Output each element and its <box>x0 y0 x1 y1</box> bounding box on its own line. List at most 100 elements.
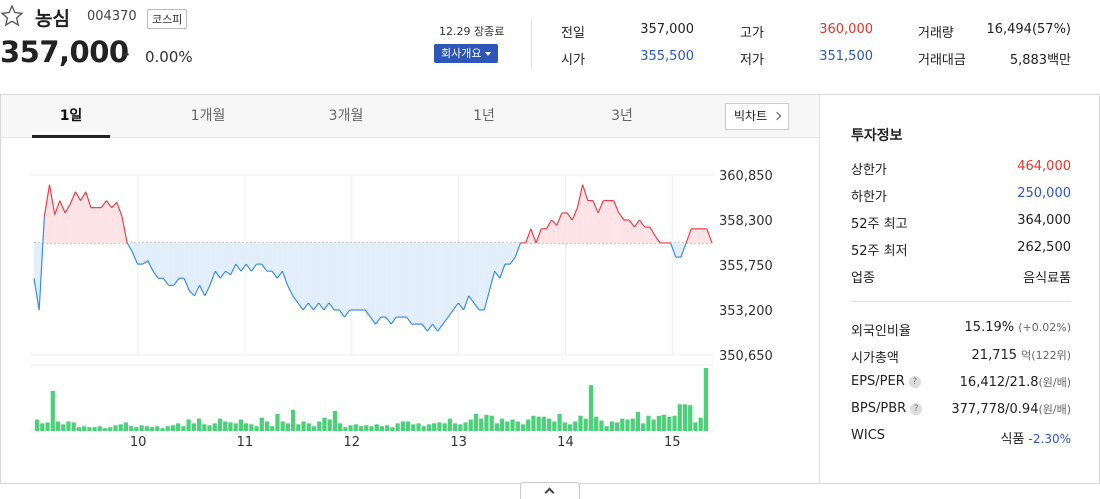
eps-per-value: 16,412/21.8 <box>959 375 1039 390</box>
tab-1-year[interactable]: 1년 <box>473 108 495 124</box>
volume-bar <box>463 422 468 431</box>
price-line-segment <box>111 201 118 209</box>
tab-3-year[interactable]: 3년 <box>611 108 633 124</box>
price-area-segment <box>189 242 195 296</box>
info-value: 식품 -2.30% <box>1000 428 1071 447</box>
tab-3-month[interactable]: 3개월 <box>328 108 364 124</box>
company-overview-label: 회사개요 <box>441 47 482 60</box>
price-area-segment <box>251 242 257 272</box>
price-area-segment <box>158 242 164 279</box>
bps-pbr-unit: (원/배) <box>1038 403 1071 416</box>
price-area-segment <box>168 242 174 286</box>
price-line-segment <box>281 270 289 286</box>
info-value: 262,500 <box>1017 240 1071 255</box>
market-cap-rank: 억(122위) <box>1021 349 1071 362</box>
collapse-button[interactable] <box>520 482 580 499</box>
volume-bar <box>369 426 374 431</box>
info-row-wics: WICS 식품 -2.30% <box>851 428 1071 448</box>
volume-bar <box>432 423 437 431</box>
price-area-segment <box>142 242 148 265</box>
volume-bar <box>296 424 301 431</box>
favorite-star-icon[interactable] <box>0 4 24 28</box>
volume-bar <box>494 423 500 431</box>
price-line-segment <box>406 316 413 325</box>
volume-bar <box>541 416 547 431</box>
price-line-segment <box>147 260 154 272</box>
company-overview-button[interactable]: 회사개요 <box>434 44 499 63</box>
help-icon[interactable]: ? <box>910 403 923 415</box>
volume-bar <box>573 421 578 431</box>
tab-1-day[interactable]: 1일 <box>59 108 83 124</box>
wics-sector[interactable]: 식품 <box>1000 432 1025 447</box>
volume-bar <box>500 418 505 431</box>
volume-bar <box>243 423 249 431</box>
info-label: 52주 최고 <box>851 217 908 232</box>
price-line-segment <box>592 200 599 214</box>
price-area-segment <box>567 212 573 243</box>
info-row-market-cap: 시가총액 21,715 억(122위) <box>851 347 1071 367</box>
volume-bar <box>609 421 614 431</box>
price-area-segment <box>287 242 293 296</box>
price-area-segment <box>556 212 562 243</box>
price-line-segment <box>576 184 584 208</box>
volume-bar <box>594 416 599 431</box>
price-area-segment <box>80 191 86 243</box>
price-area-segment <box>370 242 376 325</box>
volume-bar <box>437 422 442 431</box>
foreign-ratio-value: 15.19% <box>964 320 1015 335</box>
volume-bar <box>280 421 285 431</box>
x-tick-label: 10 <box>130 435 147 450</box>
volume-bar <box>264 421 270 431</box>
price-area-segment <box>577 184 583 243</box>
price-line-segment <box>421 323 428 332</box>
info-value: 377,778/0.94(원/배) <box>951 401 1071 417</box>
volume-bar <box>165 426 170 431</box>
price-line-segment <box>375 316 382 325</box>
volume-bar <box>207 425 212 431</box>
price-line-segment <box>509 256 516 265</box>
current-price: 357,000 <box>0 35 129 69</box>
volume-bar <box>531 415 536 431</box>
volume-bar <box>557 413 562 431</box>
price-area-segment <box>551 220 557 243</box>
price-area-segment <box>132 242 138 265</box>
info-row-bps-pbr: BPS/PBR? 377,778/0.94(원/배) <box>851 401 1071 421</box>
intraday-chart[interactable]: 360,850 358,300 355,750 353,200 350,650 10 11 1… <box>1 139 819 482</box>
volume-bar <box>301 421 306 431</box>
chart-panel: 1일 1개월 3개월 1년 3년 빅차트 360,850 358,300 355,7… <box>0 94 1100 484</box>
y-tick-label: 358,300 <box>719 214 773 229</box>
big-chart-button[interactable]: 빅차트 <box>725 103 789 130</box>
help-icon[interactable]: ? <box>908 376 921 388</box>
big-chart-label: 빅차트 <box>734 109 768 123</box>
price-area-segment <box>220 242 226 279</box>
volume-bar <box>411 424 416 431</box>
volume-bar <box>353 424 358 431</box>
info-value[interactable]: 음식료품 <box>1023 271 1071 286</box>
price-area-segment <box>494 242 500 279</box>
price-line-segment <box>318 302 325 311</box>
volume-bar <box>458 424 463 431</box>
volume-bar <box>76 427 82 431</box>
volume-bar <box>35 419 40 431</box>
volume-bar <box>604 426 609 431</box>
price-line-segment <box>54 200 61 215</box>
info-label: 52주 최저 <box>851 244 908 259</box>
volume-bar <box>82 426 87 431</box>
open-value: 355,500 <box>640 49 694 64</box>
volume-bar <box>306 423 311 431</box>
price-area-segment <box>691 228 697 243</box>
volume-bar <box>667 416 672 431</box>
price-area-segment <box>541 228 547 243</box>
price-area-segment <box>696 228 702 243</box>
price-area-segment <box>147 242 154 272</box>
volume-bar <box>400 421 405 431</box>
price-line-segment <box>468 295 475 304</box>
volume-bar <box>447 418 452 431</box>
tab-1-month[interactable]: 1개월 <box>190 108 226 124</box>
price-area-segment <box>241 242 247 272</box>
low-value: 351,500 <box>819 49 873 64</box>
price-line-segment <box>551 219 558 226</box>
info-row-52w-low: 52주 최저 262,500 <box>851 240 1071 260</box>
price-line-segment <box>188 290 195 297</box>
info-value: 15.19% (+0.02%) <box>965 320 1071 335</box>
